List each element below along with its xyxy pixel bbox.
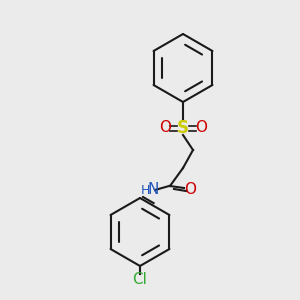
Text: O: O — [184, 182, 196, 197]
Text: O: O — [195, 121, 207, 136]
Text: H: H — [140, 184, 150, 196]
Text: O: O — [159, 121, 171, 136]
Text: N: N — [147, 182, 159, 197]
Text: S: S — [177, 119, 189, 137]
Text: Cl: Cl — [133, 272, 147, 287]
